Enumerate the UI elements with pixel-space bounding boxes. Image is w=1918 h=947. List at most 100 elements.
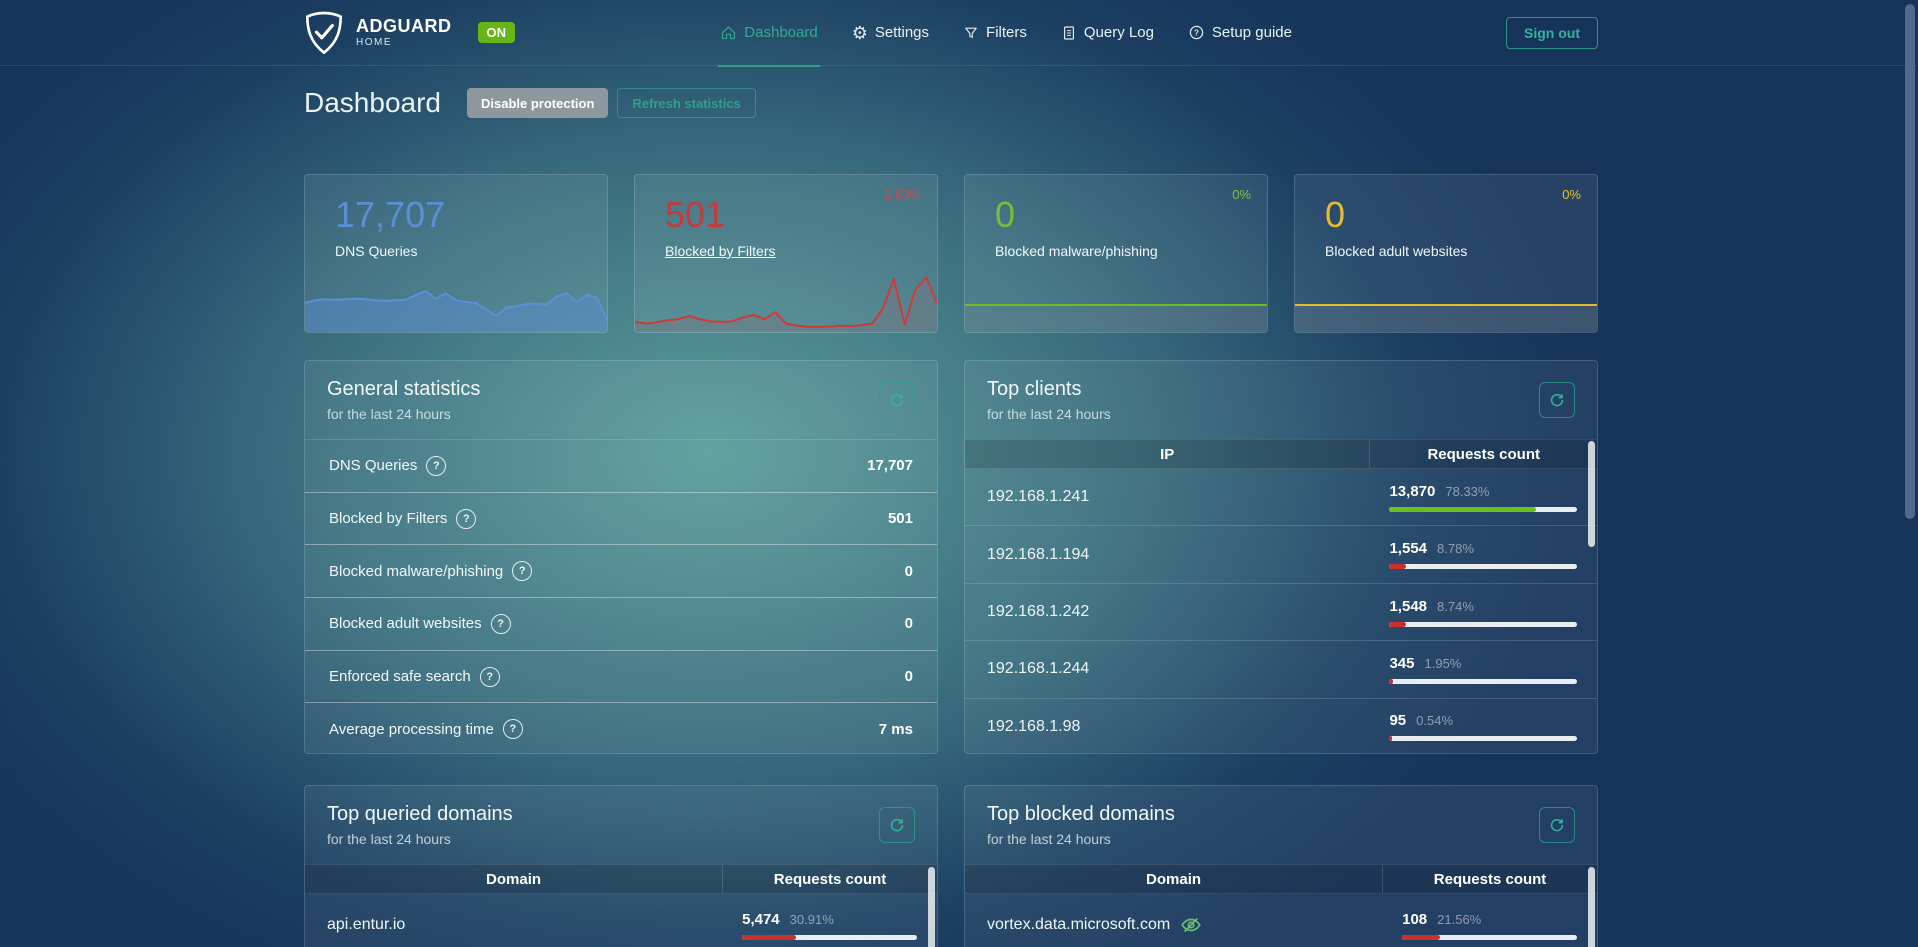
stat-value: 0: [1325, 194, 1346, 235]
panel-title: General statistics: [327, 378, 481, 400]
page-title: Dashboard: [304, 87, 441, 118]
panel-title: Top clients: [987, 378, 1082, 400]
trend-percent: 2.83%: [884, 187, 921, 202]
nav-filters[interactable]: Filters: [963, 0, 1027, 66]
flat-trend-line: [965, 304, 1267, 306]
sign-out-button[interactable]: Sign out: [1506, 16, 1598, 49]
panel-subtitle: for the last 24 hours: [327, 831, 451, 847]
client-row: 192.168.1.244 345 1.95%: [965, 640, 1597, 697]
logo-title: ADGUARD: [356, 16, 452, 36]
stat-row: Average processing time? 7 ms: [305, 702, 937, 753]
blocked-by-filters-link[interactable]: Blocked by Filters: [665, 242, 776, 259]
protection-on-badge: ON: [477, 22, 515, 43]
dashboard-main: Dashboard Disable protection Refresh sta…: [304, 66, 1598, 947]
general-statistics-panel: General statistics for the last 24 hours…: [304, 360, 938, 754]
requests-bar: [1389, 564, 1577, 570]
stat-row: DNS Queries? 17,707: [305, 439, 937, 492]
panel-subtitle: for the last 24 hours: [987, 406, 1111, 422]
help-icon[interactable]: ?: [502, 719, 523, 740]
refresh-button[interactable]: [1539, 382, 1575, 418]
domain-row: api.entur.io 5,474 30.91%: [305, 894, 937, 947]
disable-protection-button[interactable]: Disable protection: [466, 88, 609, 118]
domain-row: vortex.data.microsoft.com 108 21.56%: [965, 894, 1597, 947]
logo-subtitle: HOME: [356, 37, 392, 48]
column-header-requests: Requests count: [1382, 865, 1597, 893]
flat-trend-line: [1295, 304, 1597, 306]
requests-bar: [1389, 621, 1577, 627]
requests-bar: [1389, 678, 1577, 684]
nav-query-log[interactable]: Query Log: [1061, 0, 1154, 66]
stat-row: Enforced safe search? 0: [305, 649, 937, 703]
shield-icon: [304, 11, 344, 55]
client-row: 192.168.1.241 13,870 78.33%: [965, 469, 1597, 525]
help-icon[interactable]: ?: [512, 561, 533, 582]
refresh-icon: [1548, 816, 1566, 834]
column-header-requests: Requests count: [722, 865, 937, 893]
column-header-ip: IP: [1160, 445, 1175, 463]
nav-dashboard[interactable]: Dashboard: [718, 0, 821, 67]
dns-sparkline: [305, 272, 607, 332]
refresh-icon: [888, 816, 906, 834]
trend-percent: 0%: [1562, 187, 1581, 202]
requests-bar: [1389, 736, 1577, 742]
requests-bar: [1389, 506, 1577, 512]
client-row: 192.168.1.242 1,548 8.74%: [965, 582, 1597, 640]
panel-scrollbar-thumb[interactable]: [1588, 867, 1595, 947]
panel-title: Top blocked domains: [987, 803, 1175, 825]
help-icon[interactable]: ?: [456, 508, 477, 529]
panel-scrollbar-thumb[interactable]: [1588, 441, 1595, 547]
refresh-button[interactable]: [879, 807, 915, 843]
refresh-statistics-button[interactable]: Refresh statistics: [617, 88, 756, 118]
client-row: 192.168.1.194 1,554 8.78%: [965, 525, 1597, 582]
gear-icon: ⚙: [851, 22, 868, 43]
stat-value: 0: [995, 194, 1016, 235]
help-icon[interactable]: ?: [479, 666, 500, 687]
nav-settings[interactable]: ⚙ Settings: [851, 22, 930, 43]
stat-cards: 17,707 DNS Queries 2.83% 501 Blocked by …: [304, 174, 1598, 333]
trend-percent: 0%: [1232, 187, 1251, 202]
stat-row: Blocked by Filters? 501: [305, 491, 937, 545]
stat-label: DNS Queries: [335, 242, 418, 259]
stat-row: Blocked malware/phishing? 0: [305, 544, 937, 597]
stat-card-blocked-malware: 0% 0 Blocked malware/phishing: [964, 174, 1268, 333]
client-row: 192.168.1.98 95 0.54%: [965, 697, 1597, 753]
panel-title: Top queried domains: [327, 803, 513, 825]
funnel-icon: [963, 25, 979, 41]
column-header-domain: Domain: [486, 870, 542, 888]
help-icon[interactable]: ?: [426, 455, 447, 476]
stat-row: Blocked adult websites? 0: [305, 597, 937, 650]
page-scrollbar-thumb[interactable]: [1905, 4, 1915, 519]
top-clients-panel: Top clients for the last 24 hours IP Req…: [964, 360, 1598, 754]
stat-label: Blocked adult websites: [1325, 242, 1468, 259]
panel-subtitle: for the last 24 hours: [987, 831, 1111, 847]
unblock-eye-off-icon[interactable]: [1180, 914, 1202, 936]
column-header-domain: Domain: [1146, 870, 1202, 888]
refresh-button[interactable]: [879, 382, 915, 418]
blocked-sparkline: [635, 272, 937, 332]
stat-label: Blocked malware/phishing: [995, 242, 1158, 259]
stat-card-dns-queries: 17,707 DNS Queries: [304, 174, 608, 333]
top-queried-domains-panel: Top queried domains for the last 24 hour…: [304, 785, 938, 947]
app-header: ADGUARD HOME ON Dashboard ⚙ Settings Fil…: [0, 0, 1918, 67]
panel-scrollbar-thumb[interactable]: [928, 867, 935, 947]
home-icon: [720, 24, 737, 41]
requests-bar: [742, 934, 917, 940]
stat-card-blocked-adult: 0% 0 Blocked adult websites: [1294, 174, 1598, 333]
column-header-requests: Requests count: [1369, 440, 1597, 468]
svg-text:?: ?: [1194, 28, 1199, 37]
stat-value: 17,707: [335, 194, 446, 235]
adguard-logo: ADGUARD HOME ON: [304, 11, 515, 55]
main-nav: Dashboard ⚙ Settings Filters Query Log ?…: [718, 0, 1292, 67]
stat-card-blocked-filters: 2.83% 501 Blocked by Filters: [634, 174, 938, 333]
refresh-icon: [888, 391, 906, 409]
document-icon: [1061, 25, 1077, 41]
refresh-button[interactable]: [1539, 807, 1575, 843]
stat-value: 501: [665, 194, 726, 235]
refresh-icon: [1548, 391, 1566, 409]
question-icon: ?: [1188, 24, 1205, 41]
help-icon[interactable]: ?: [490, 613, 511, 634]
nav-setup-guide[interactable]: ? Setup guide: [1188, 0, 1292, 66]
requests-bar: [1402, 934, 1577, 940]
top-blocked-domains-panel: Top blocked domains for the last 24 hour…: [964, 785, 1598, 947]
panel-subtitle: for the last 24 hours: [327, 406, 451, 422]
